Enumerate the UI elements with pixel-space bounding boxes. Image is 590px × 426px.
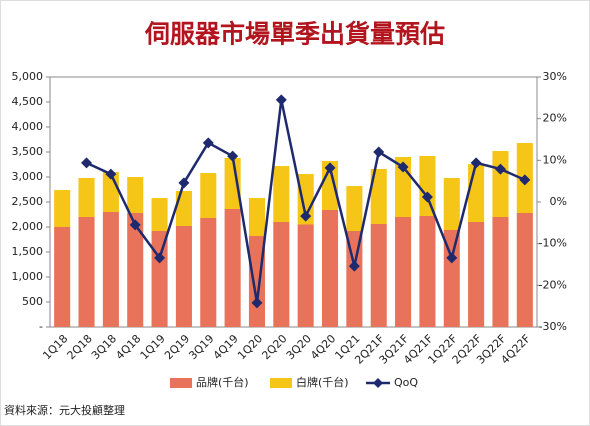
bar bbox=[224, 158, 241, 209]
x-tick-label: 2Q18 bbox=[65, 332, 95, 362]
x-tick-label: 3Q19 bbox=[186, 332, 216, 362]
bar bbox=[273, 166, 290, 222]
bar bbox=[370, 169, 387, 224]
qoq-point bbox=[105, 168, 117, 180]
legend-swatch bbox=[170, 378, 192, 388]
y-tick-label: - bbox=[39, 320, 43, 333]
bar bbox=[516, 213, 533, 327]
x-tick-label: 2Q20 bbox=[259, 332, 289, 362]
qoq-point bbox=[129, 219, 141, 231]
bar bbox=[78, 178, 95, 217]
y2-tick-label: 0% bbox=[550, 195, 567, 208]
qoq-point bbox=[178, 177, 190, 189]
y-tick-label: 5,000 bbox=[12, 70, 44, 83]
bar bbox=[297, 174, 314, 225]
qoq-point bbox=[251, 297, 263, 309]
bar bbox=[224, 209, 241, 327]
bar bbox=[175, 191, 192, 226]
x-tick-label: 4Q18 bbox=[113, 332, 143, 362]
y-tick-label: 3,500 bbox=[12, 145, 44, 158]
bar bbox=[175, 226, 192, 327]
bar bbox=[468, 222, 485, 327]
legend-marker bbox=[373, 378, 383, 388]
bar bbox=[248, 198, 266, 236]
bar bbox=[321, 210, 339, 327]
bar bbox=[200, 218, 217, 327]
x-tick-label: 1Q19 bbox=[138, 332, 168, 362]
y2-tick-label: 10% bbox=[543, 153, 567, 166]
y-tick-label: 1,500 bbox=[12, 245, 44, 258]
qoq-point bbox=[446, 252, 458, 264]
legend-label: QoQ bbox=[394, 376, 418, 389]
x-tick-label: 3Q18 bbox=[89, 332, 119, 362]
bar bbox=[151, 198, 168, 231]
qoq-point bbox=[348, 260, 360, 272]
x-tick-label: 2Q19 bbox=[162, 332, 192, 362]
y-tick-label: 500 bbox=[22, 295, 43, 308]
y-tick-label: 4,000 bbox=[12, 120, 44, 133]
bar bbox=[297, 224, 314, 327]
bar bbox=[200, 173, 217, 218]
legend-label: 白牌(千台) bbox=[296, 375, 349, 389]
legend-label: 品牌(千台) bbox=[196, 375, 249, 389]
x-tick-label: 1Q18 bbox=[40, 332, 70, 362]
bar bbox=[443, 178, 460, 230]
qoq-point bbox=[373, 146, 385, 158]
bar bbox=[54, 227, 71, 327]
bar bbox=[151, 231, 168, 327]
qoq-point bbox=[154, 252, 166, 264]
qoq-point bbox=[202, 137, 214, 149]
y2-tick-label: -20% bbox=[539, 278, 567, 291]
x-tick-label: 4Q19 bbox=[211, 332, 241, 362]
y-tick-label: 1,000 bbox=[12, 270, 44, 283]
y-tick-label: 2,500 bbox=[12, 195, 44, 208]
qoq-point bbox=[397, 161, 409, 173]
bar bbox=[492, 151, 509, 217]
qoq-point bbox=[421, 191, 433, 203]
y2-tick-label: 20% bbox=[543, 112, 567, 125]
qoq-point bbox=[324, 162, 336, 174]
x-tick-label: 3Q20 bbox=[284, 332, 314, 362]
bar bbox=[127, 177, 144, 213]
bar bbox=[102, 212, 119, 327]
y2-tick-label: -30% bbox=[539, 320, 567, 333]
y-tick-label: 2,000 bbox=[12, 220, 44, 233]
bar bbox=[78, 217, 95, 327]
bar bbox=[419, 216, 436, 327]
chart-title: 伺服器市場單季出貨量預估 bbox=[144, 20, 445, 49]
bar bbox=[468, 164, 485, 222]
bar bbox=[273, 222, 290, 327]
y-tick-label: 3,000 bbox=[12, 170, 44, 183]
qoq-point bbox=[494, 163, 506, 175]
bar bbox=[54, 190, 71, 227]
bar bbox=[443, 230, 460, 327]
qoq-point bbox=[227, 150, 239, 162]
y-tick-label: 4,500 bbox=[12, 95, 44, 108]
bar bbox=[127, 213, 144, 327]
y2-tick-label: -10% bbox=[539, 237, 567, 250]
bar bbox=[492, 217, 509, 327]
qoq-point bbox=[81, 157, 93, 169]
x-tick-label: 4Q20 bbox=[308, 332, 338, 362]
qoq-point bbox=[275, 94, 287, 106]
source-note: 資料來源：元大投顧整理 bbox=[4, 403, 125, 417]
y2-tick-label: 30% bbox=[543, 70, 567, 83]
qoq-point bbox=[470, 157, 482, 169]
bar bbox=[419, 156, 436, 216]
bar bbox=[370, 224, 387, 327]
legend-swatch bbox=[270, 378, 292, 388]
qoq-point bbox=[519, 174, 531, 186]
bar bbox=[395, 217, 412, 327]
bar bbox=[346, 186, 363, 231]
x-tick-label: 1Q20 bbox=[235, 332, 265, 362]
qoq-point bbox=[300, 210, 312, 222]
